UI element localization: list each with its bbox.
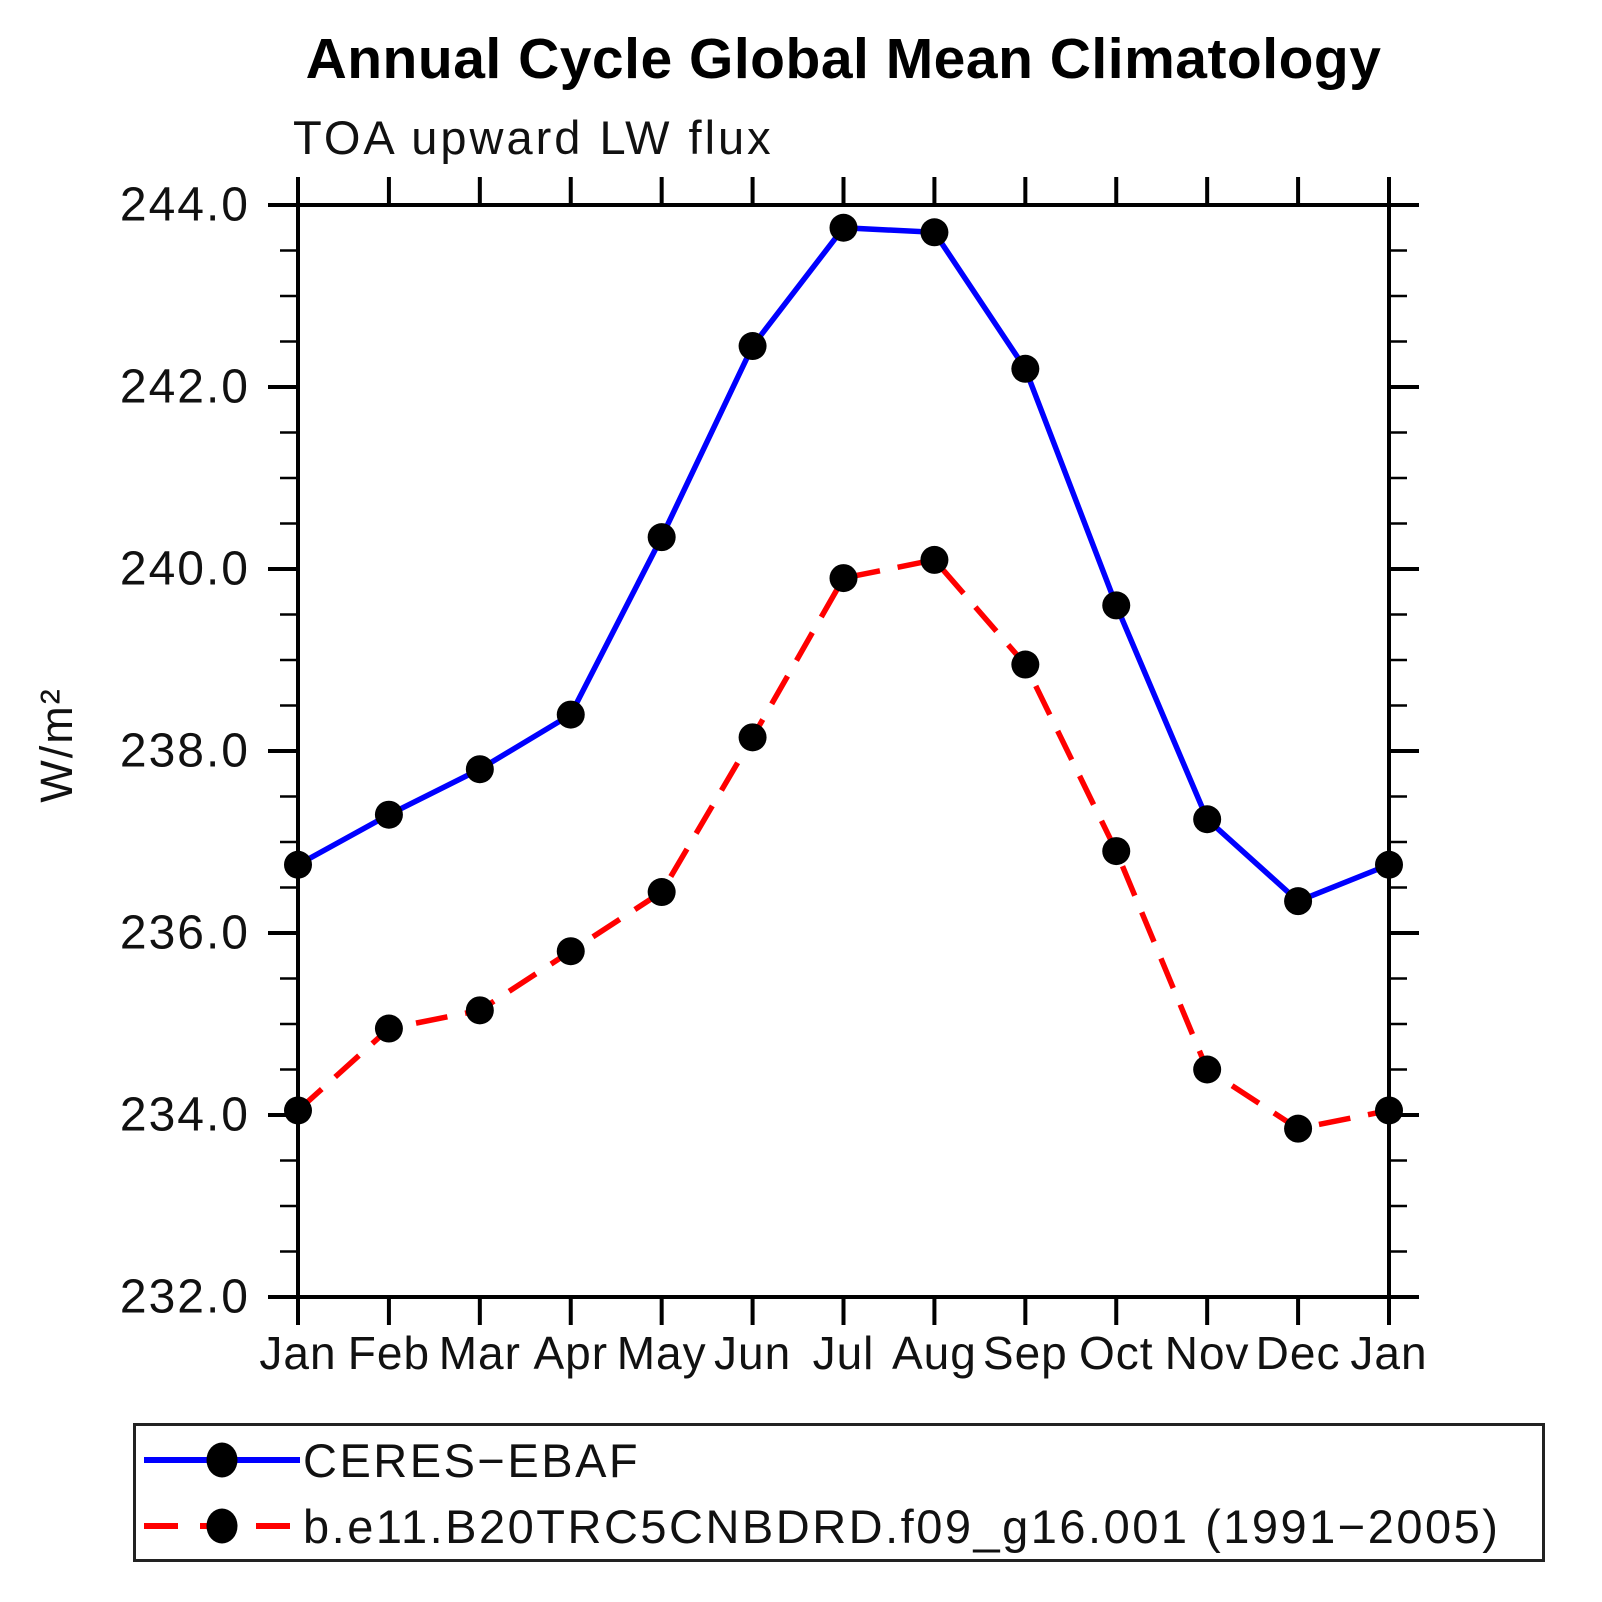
legend-line-sample-dashed	[144, 1508, 300, 1544]
x-tick-label: Jun	[714, 1327, 791, 1379]
legend-label-ceres-ebaf: CERES−EBAF	[303, 1433, 641, 1487]
x-tick-label: Apr	[533, 1327, 608, 1379]
data-point-marker-1	[284, 1096, 312, 1125]
x-tick-label: Aug	[892, 1327, 977, 1379]
data-point-marker-1	[556, 937, 585, 966]
y-tick-label: 234.0	[120, 1089, 250, 1142]
legend-box: CERES−EBAF b.e11.B20TRC5CNBDRD.f09_g16.0…	[133, 1423, 1545, 1562]
data-point-marker-1	[647, 878, 676, 907]
data-point-marker-1	[465, 996, 494, 1025]
data-point-marker-0	[1102, 591, 1131, 620]
legend-line-sample-solid	[144, 1442, 300, 1478]
x-tick-label: Oct	[1079, 1327, 1154, 1379]
data-point-marker-1	[738, 723, 767, 752]
data-point-marker-1	[374, 1014, 403, 1043]
y-tick-label: 236.0	[120, 907, 250, 960]
y-tick-label: 244.0	[120, 179, 250, 232]
data-point-marker-0	[1284, 887, 1313, 916]
data-point-marker-0	[920, 218, 949, 247]
data-point-marker-0	[1193, 805, 1222, 834]
legend-entry-ceres-ebaf: CERES−EBAF	[144, 1434, 640, 1487]
data-point-marker-0	[556, 700, 585, 729]
legend-label-model-run: b.e11.B20TRC5CNBDRD.f09_g16.001 (1991−20…	[303, 1499, 1501, 1553]
data-point-marker-1	[1102, 837, 1131, 866]
data-point-marker-0	[738, 332, 767, 361]
data-point-marker-0	[1375, 850, 1403, 879]
data-point-marker-1	[1284, 1114, 1313, 1143]
legend-entry-model-run: b.e11.B20TRC5CNBDRD.f09_g16.001 (1991−20…	[144, 1500, 1500, 1553]
x-tick-label: May	[617, 1327, 707, 1379]
data-point-marker-0	[284, 850, 312, 879]
x-tick-label: Jan	[259, 1327, 336, 1379]
data-point-marker-0	[374, 800, 403, 829]
data-point-marker-1	[829, 564, 858, 593]
chart-title: Annual Cycle Global Mean Climatology	[305, 27, 1382, 91]
circle-marker-icon	[206, 1508, 238, 1544]
data-point-marker-0	[647, 523, 676, 552]
data-point-marker-1	[1375, 1096, 1403, 1125]
y-tick-label: 242.0	[120, 361, 250, 414]
data-point-marker-0	[1011, 354, 1040, 383]
x-tick-label: Jan	[1350, 1327, 1427, 1379]
plot-box	[296, 203, 1391, 1299]
x-tick-label: Jul	[813, 1327, 875, 1379]
x-tick-label: Mar	[439, 1327, 521, 1379]
x-tick-label: Dec	[1256, 1327, 1341, 1379]
series-line-1	[296, 556, 1390, 1132]
x-tick-label: Sep	[983, 1327, 1068, 1379]
circle-marker-icon	[206, 1442, 238, 1478]
data-point-marker-0	[829, 213, 858, 242]
y-tick-label: 240.0	[120, 543, 250, 596]
x-tick-label: Feb	[348, 1327, 430, 1379]
x-tick-label: Nov	[1165, 1327, 1250, 1379]
y-tick-label: 238.0	[120, 725, 250, 778]
data-point-marker-1	[920, 545, 949, 574]
data-point-marker-1	[1011, 650, 1040, 679]
data-point-marker-1	[1193, 1055, 1222, 1084]
y-tick-label: 232.0	[120, 1271, 250, 1324]
data-point-marker-0	[465, 755, 494, 784]
chart-subtitle: TOA upward LW flux	[293, 111, 774, 164]
